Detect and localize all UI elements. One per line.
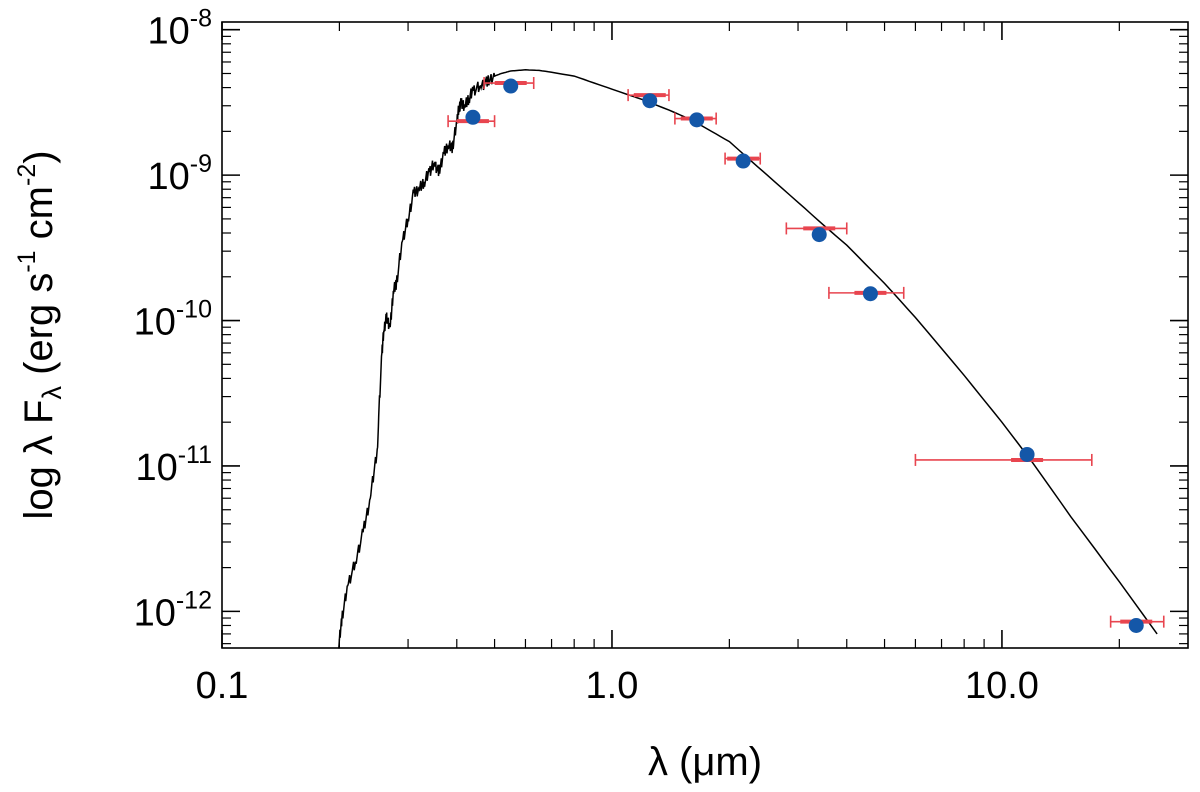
photometry-point (735, 153, 751, 169)
photometry-point (689, 112, 705, 128)
x-axis-title: λ (μm) (648, 740, 762, 784)
photometry-point (465, 109, 481, 125)
y-tick-labels: 10-8 10-9 10-10 10-11 10-12 (134, 5, 212, 635)
x-tick-label: 1.0 (586, 665, 639, 707)
y-tick-label: 10-10 (134, 296, 212, 344)
y-tick-label: 10-11 (135, 441, 212, 489)
y-tick-label: 10-12 (134, 586, 212, 634)
photometry-point (862, 286, 878, 302)
model-layer (338, 69, 1158, 649)
photometry-point (642, 93, 658, 109)
model-sed-line (338, 69, 1158, 649)
photometry-point (1019, 446, 1035, 462)
y-tick-label: 10-9 (147, 150, 212, 198)
photometry-point (1128, 617, 1144, 633)
x-tick-label: 0.1 (196, 665, 249, 707)
x-tick-labels: 0.1 1.0 10.0 (196, 665, 1039, 707)
photometry-point (811, 227, 827, 243)
plot-frame (221, 21, 1189, 649)
x-tick-label: 10.0 (965, 665, 1039, 707)
y-tick-label: 10-8 (147, 5, 212, 53)
photometry-point (503, 78, 519, 94)
points-layer (447, 77, 1165, 633)
y-axis-title: log λ Fλ (erg s-1 cm-2) (13, 150, 67, 519)
axis-ticks (221, 22, 1188, 648)
